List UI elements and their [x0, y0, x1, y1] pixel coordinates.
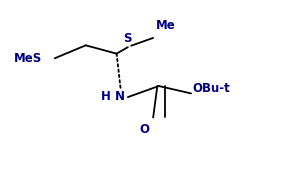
- Text: MeS: MeS: [14, 52, 42, 65]
- Text: H N: H N: [101, 90, 125, 103]
- Text: OBu-t: OBu-t: [192, 82, 230, 95]
- Text: Me: Me: [156, 19, 176, 32]
- Text: O: O: [140, 123, 150, 136]
- Text: S: S: [124, 32, 132, 45]
